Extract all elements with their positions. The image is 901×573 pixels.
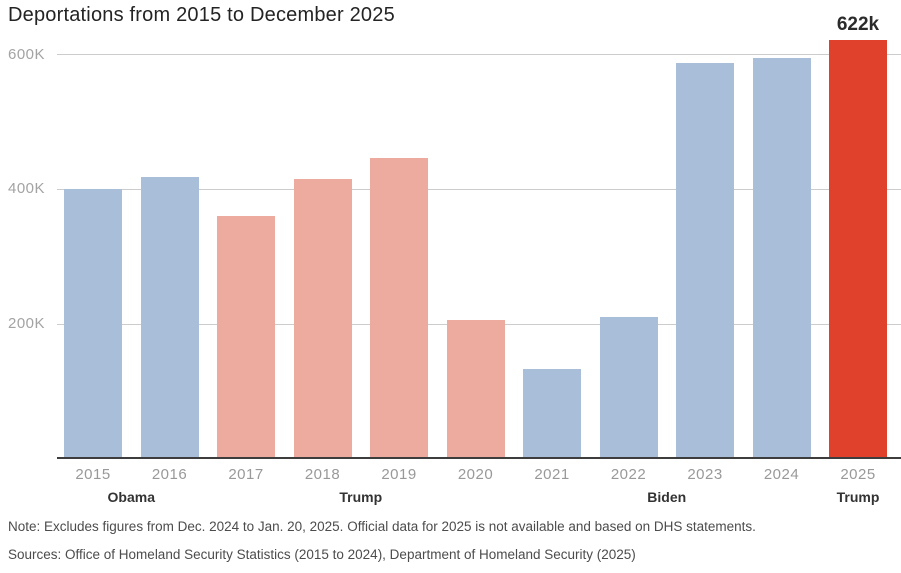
bar-2018 (293, 179, 352, 457)
chart-title: Deportations from 2015 to December 2025 (8, 4, 395, 26)
bar-2022 (599, 317, 658, 457)
x-tick-label-2020: 2020 (457, 466, 494, 483)
gridline-400K (57, 188, 901, 190)
x-tick-label-2022: 2022 (610, 466, 647, 483)
y-tick-label-600K: 600K (8, 45, 46, 63)
bar-2020 (446, 320, 505, 457)
x-tick-label-2019: 2019 (381, 466, 417, 483)
note-text: Note: Excludes figures from Dec. 2024 to… (8, 519, 756, 534)
president-label-biden-2: Biden (647, 489, 687, 505)
gridline-600K (57, 54, 901, 55)
president-label-obama-0: Obama (107, 489, 155, 505)
x-tick-label-2024: 2024 (763, 466, 800, 483)
sources-text: Sources: Office of Homeland Security Sta… (8, 547, 636, 562)
bar-2015 (64, 189, 122, 457)
bar-2024 (752, 57, 811, 457)
bar-2023 (676, 63, 734, 457)
bar-2019 (370, 157, 428, 457)
x-tick-label-2016: 2016 (151, 466, 188, 483)
x-tick-label-2025: 2025 (840, 466, 876, 483)
bar-2021 (523, 369, 581, 457)
president-label-trump-3: Trump (836, 489, 880, 505)
x-tick-label-2018: 2018 (304, 466, 341, 483)
y-tick-label-400K: 400K (8, 180, 46, 198)
bar-2016 (140, 177, 199, 457)
x-tick-label-2023: 2023 (687, 466, 723, 483)
x-tick-label-2021: 2021 (534, 466, 570, 483)
x-tick-label-2015: 2015 (75, 466, 111, 483)
president-label-trump-1: Trump (339, 489, 383, 505)
bar-value-annotation-2025: 622k (836, 14, 880, 35)
y-tick-label-200K: 200K (8, 315, 46, 333)
bar-2025 (829, 39, 887, 457)
x-axis-line (57, 457, 901, 459)
bar-2017 (217, 216, 275, 457)
x-tick-label-2017: 2017 (228, 466, 264, 483)
